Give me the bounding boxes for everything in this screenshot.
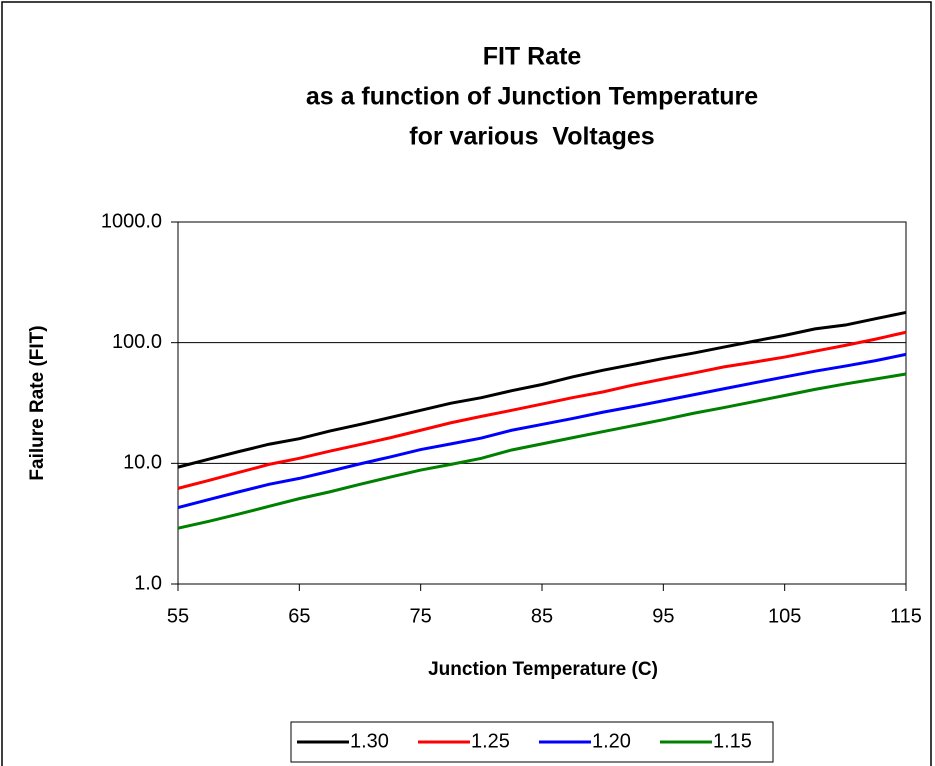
chart-title: as a function of Junction Temperature bbox=[306, 83, 758, 111]
legend-label: 1.15 bbox=[713, 730, 752, 752]
line-series bbox=[177, 330, 907, 490]
x-tick-label: 95 bbox=[652, 605, 674, 627]
y-tick-label: 100.0 bbox=[112, 331, 162, 353]
y-tick-label: 1000.0 bbox=[101, 210, 162, 232]
x-tick-label: 105 bbox=[768, 605, 801, 627]
y-tick-label: 1.0 bbox=[134, 572, 162, 594]
x-tick-label: 75 bbox=[410, 605, 432, 627]
line-series bbox=[177, 372, 907, 530]
x-tick-label: 85 bbox=[531, 605, 553, 627]
chart-title: for various Voltages bbox=[409, 123, 654, 151]
chart-title: FIT Rate bbox=[483, 43, 582, 71]
x-tick-label: 65 bbox=[288, 605, 310, 627]
x-axis-label: Junction Temperature (C) bbox=[428, 659, 658, 680]
legend-label: 1.20 bbox=[592, 730, 631, 752]
x-tick-label: 115 bbox=[890, 605, 922, 627]
line-series bbox=[177, 352, 907, 510]
y-tick-label: 10.0 bbox=[123, 452, 162, 474]
x-tick-label: 55 bbox=[167, 605, 189, 627]
legend-label: 1.25 bbox=[471, 730, 510, 752]
legend-label: 1.30 bbox=[350, 730, 389, 752]
y-axis-label: Failure Rate (FIT) bbox=[27, 325, 48, 480]
line-series bbox=[177, 310, 907, 469]
